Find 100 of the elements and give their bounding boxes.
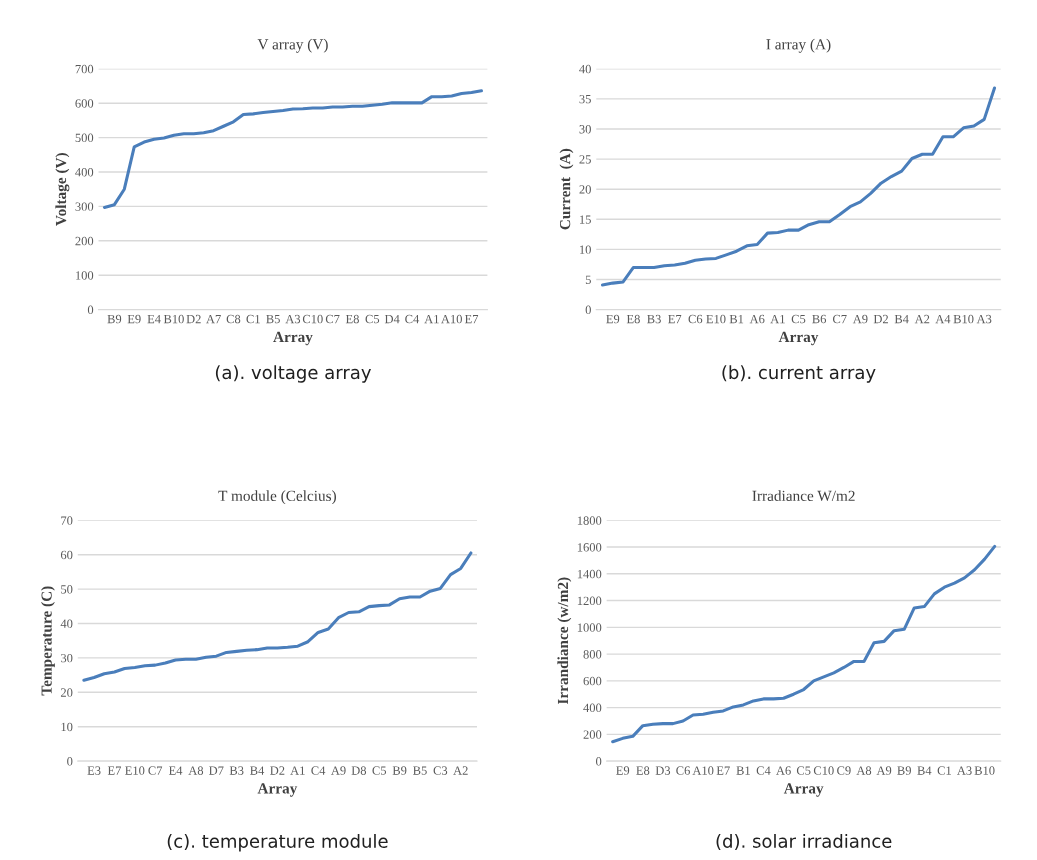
y-tick-label: 1600	[577, 543, 602, 552]
x-tick-label: B3	[229, 766, 244, 775]
y-tick-label: 800	[583, 650, 602, 659]
x-tick-label: E7	[107, 766, 122, 775]
x-axis-title: Array	[783, 783, 824, 797]
x-tick-label: C4	[756, 766, 771, 775]
x-tick-label: D4	[384, 314, 400, 324]
x-tick-label: A8	[188, 766, 204, 775]
x-tick-label: C6	[688, 314, 703, 324]
x-tick-label: B1	[729, 314, 744, 324]
x-tick-label: A10	[692, 766, 714, 775]
y-tick-label: 10	[580, 245, 591, 254]
x-tick-label: C5	[372, 766, 387, 775]
text: (b). current array	[722, 365, 876, 383]
x-tick-label: B4	[250, 766, 265, 775]
x-tick-label: B10	[974, 766, 995, 775]
y-tick-label: 400	[583, 703, 602, 713]
x-tick-label: C10	[302, 314, 323, 324]
x-tick-label: D2	[270, 766, 285, 775]
x-tick-label: E9	[616, 766, 630, 775]
x-tick-label: C5	[796, 766, 811, 775]
x-tick-label: C10	[813, 766, 834, 775]
y-tick-label: 400	[75, 168, 94, 177]
x-tick-label: A4	[935, 314, 951, 324]
x-tick-label: B10	[163, 314, 184, 324]
x-tick-label: A1	[770, 314, 785, 324]
x-tick-label: D8	[351, 766, 367, 775]
x-tick-label: A10	[441, 314, 462, 324]
text: (d). solar irradiance	[716, 833, 892, 851]
x-axis-title: Array	[778, 331, 819, 346]
y-tick-label: 0	[87, 305, 94, 315]
x-tick-label: C1	[937, 766, 951, 775]
y-tick-label: 10	[61, 722, 73, 732]
y-tick-label: 0	[67, 757, 73, 766]
y-tick-label: 5	[585, 275, 591, 284]
x-tick-label: B1	[736, 766, 750, 775]
x-tick-label: A3	[976, 314, 992, 324]
x-tick-label: A6	[776, 766, 791, 775]
x-tick-label: C8	[226, 314, 241, 324]
y-tick-label: 40	[60, 619, 73, 628]
line-series	[82, 551, 473, 682]
x-tick-label: A7	[206, 314, 221, 324]
x-tick-label: E4	[147, 314, 161, 324]
y-tick-label: 30	[579, 125, 591, 134]
x-tick-label: E3	[87, 766, 101, 775]
chart-title: I array (A)	[766, 38, 831, 53]
y-tick-label: 50	[61, 585, 73, 594]
x-tick-label: B6	[812, 314, 827, 324]
x-tick-label: C4	[311, 766, 326, 775]
x-tick-label: B9	[107, 314, 122, 324]
y-tick-label: 40	[579, 64, 591, 74]
y-tick-label: 100	[76, 271, 94, 280]
x-tick-label: D7	[209, 766, 224, 775]
x-tick-label: A3	[285, 314, 301, 324]
x-tick-label: E7	[668, 314, 682, 324]
x-tick-label: A9	[876, 766, 892, 775]
x-tick-label: C4	[405, 314, 420, 324]
x-tick-label: C3	[433, 766, 448, 775]
x-tick-label: A2	[453, 766, 468, 775]
x-tick-label: A1	[290, 766, 305, 775]
x-tick-label: C6	[676, 766, 690, 775]
x-tick-label: E8	[345, 314, 359, 324]
x-tick-label: A1	[424, 314, 439, 324]
x-tick-label: E8	[626, 314, 640, 324]
chart-title: T module (Celcius)	[218, 490, 336, 505]
x-tick-label: E8	[636, 766, 650, 775]
y-tick-label: 1200	[577, 596, 602, 606]
x-tick-label: C9	[837, 766, 851, 775]
x-tick-label: B9	[897, 766, 911, 775]
y-tick-label: 1000	[577, 623, 602, 632]
y-tick-label: 15	[580, 215, 591, 224]
y-tick-label: 300	[75, 202, 94, 211]
x-tick-label: D2	[873, 314, 888, 324]
y-tick-label: 200	[583, 730, 602, 739]
x-tick-label: A9	[852, 314, 868, 324]
x-tick-label: E4	[168, 766, 183, 775]
x-axis-title: Array	[273, 331, 313, 346]
x-tick-label: B4	[917, 766, 932, 775]
x-tick-label: B10	[953, 314, 974, 324]
x-tick-label: C7	[148, 766, 163, 775]
line-series	[600, 86, 997, 287]
x-tick-label: A9	[330, 766, 346, 775]
x-tick-label: E9	[606, 314, 620, 324]
chart-title: V array (V)	[257, 38, 328, 53]
x-tick-label: C7	[325, 314, 340, 324]
x-tick-label: A6	[749, 314, 765, 324]
y-tick-label: 600	[583, 676, 602, 686]
line-series	[102, 89, 483, 209]
x-tick-label: B5	[413, 766, 427, 775]
y-tick-label: 700	[75, 64, 94, 74]
x-tick-label: E10	[706, 314, 726, 324]
y-tick-label: 0	[596, 757, 602, 766]
y-tick-label: 35	[579, 94, 591, 104]
x-tick-label: D3	[655, 766, 671, 775]
y-axis-title: Irrandiance (w/m2)	[557, 577, 572, 705]
x-tick-label: A2	[914, 314, 930, 324]
x-tick-label: C5	[365, 314, 380, 324]
x-tick-label: B4	[894, 314, 909, 324]
x-tick-label: A8	[856, 766, 872, 775]
y-tick-label: 25	[579, 155, 591, 164]
